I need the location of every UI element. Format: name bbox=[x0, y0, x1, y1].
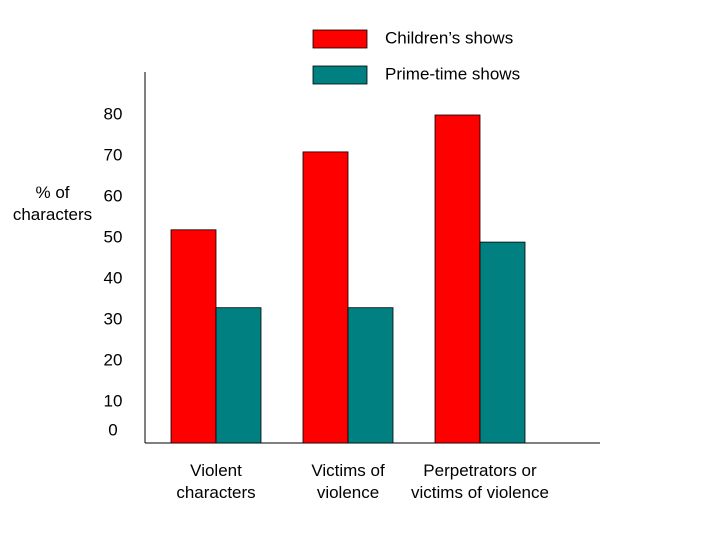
legend-label: Prime-time shows bbox=[385, 64, 520, 83]
y-tick-label: 30 bbox=[104, 309, 123, 328]
bar bbox=[215, 307, 262, 444]
y-tick-label: 0 bbox=[108, 420, 117, 439]
y-tick-label: 20 bbox=[104, 350, 123, 369]
y-tick-label: 80 bbox=[104, 104, 123, 123]
legend-label: Children’s shows bbox=[385, 28, 513, 47]
bar bbox=[434, 114, 481, 444]
legend-swatch bbox=[312, 65, 368, 85]
x-tick-label: Violent characters bbox=[176, 461, 256, 502]
x-tick-label: Perpetrators or victims of violence bbox=[411, 461, 549, 502]
x-tick-label: Victims of violence bbox=[311, 461, 385, 502]
y-tick-label: 50 bbox=[104, 227, 123, 246]
legend-swatch bbox=[312, 29, 368, 49]
y-tick-label: 40 bbox=[104, 268, 123, 287]
y-axis-label: % of characters bbox=[12, 183, 93, 224]
bar bbox=[302, 151, 349, 444]
y-tick-label: 70 bbox=[104, 145, 123, 164]
y-tick-label: 10 bbox=[104, 391, 123, 410]
y-tick-label: 60 bbox=[104, 186, 123, 205]
bar bbox=[347, 307, 394, 444]
bar bbox=[170, 229, 217, 444]
bar bbox=[479, 241, 526, 444]
